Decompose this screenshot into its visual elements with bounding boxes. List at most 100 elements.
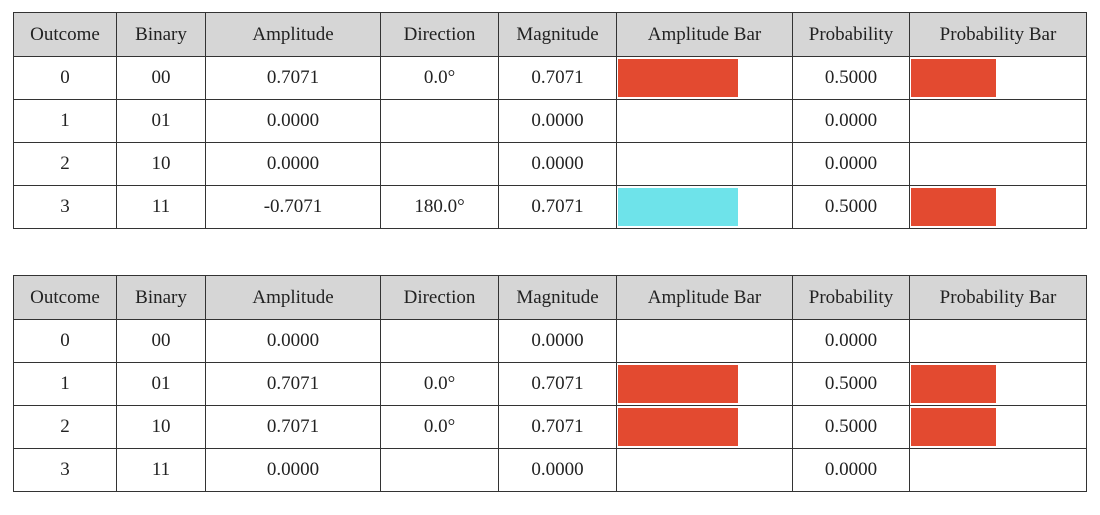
- col-header-direction: Direction: [380, 12, 499, 57]
- direction-cell: 0.0°: [380, 405, 499, 449]
- amplitude-cell: 0.7071: [205, 362, 381, 406]
- probability-bar: [911, 365, 996, 403]
- col-header-magnitude: Magnitude: [498, 275, 617, 320]
- probability-cell: 0.5000: [792, 185, 910, 229]
- amplitude-cell: 0.0000: [205, 142, 381, 186]
- binary-cell: 11: [116, 448, 206, 492]
- header-row: Outcome Binary Amplitude Direction Magni…: [13, 12, 1087, 57]
- probability-bar: [911, 408, 996, 446]
- probability-cell: 0.5000: [792, 362, 910, 406]
- probability-bar-cell: [909, 448, 1087, 492]
- binary-cell: 10: [116, 142, 206, 186]
- header-row: Outcome Binary Amplitude Direction Magni…: [13, 275, 1087, 320]
- table-row: 3 11 0.0000 0.0000 0.0000: [13, 448, 1087, 492]
- amplitude-cell: 0.0000: [205, 319, 381, 363]
- magnitude-cell: 0.0000: [498, 142, 617, 186]
- amplitude-bar-cell: [616, 448, 793, 492]
- magnitude-cell: 0.7071: [498, 362, 617, 406]
- probability-bar-cell: [909, 405, 1087, 449]
- table-row: 1 01 0.7071 0.0° 0.7071 0.5000: [13, 362, 1087, 406]
- col-header-probability-bar: Probability Bar: [909, 275, 1087, 320]
- amplitude-bar: [618, 188, 738, 226]
- col-header-outcome: Outcome: [13, 275, 117, 320]
- amplitude-bar-cell: [616, 185, 793, 229]
- amplitude-bar-cell: [616, 319, 793, 363]
- direction-cell: 0.0°: [380, 56, 499, 100]
- col-header-probability-bar: Probability Bar: [909, 12, 1087, 57]
- binary-cell: 00: [116, 56, 206, 100]
- probability-bar-cell: [909, 142, 1087, 186]
- binary-cell: 01: [116, 362, 206, 406]
- table-row: 3 11 -0.7071 180.0° 0.7071 0.5000: [13, 185, 1087, 229]
- magnitude-cell: 0.7071: [498, 185, 617, 229]
- binary-cell: 11: [116, 185, 206, 229]
- col-header-probability: Probability: [792, 12, 910, 57]
- amplitude-bar: [618, 59, 738, 97]
- probability-bar-cell: [909, 185, 1087, 229]
- direction-cell: [380, 448, 499, 492]
- outcome-cell: 3: [13, 448, 117, 492]
- col-header-amplitude: Amplitude: [205, 275, 381, 320]
- amplitude-cell: 0.7071: [205, 405, 381, 449]
- amplitude-cell: 0.7071: [205, 56, 381, 100]
- binary-cell: 10: [116, 405, 206, 449]
- probability-cell: 0.0000: [792, 448, 910, 492]
- direction-cell: 180.0°: [380, 185, 499, 229]
- amplitude-bar-cell: [616, 56, 793, 100]
- probability-bar: [911, 59, 996, 97]
- binary-cell: 01: [116, 99, 206, 143]
- probability-bar-cell: [909, 319, 1087, 363]
- amplitude-bar-cell: [616, 405, 793, 449]
- probability-bar-cell: [909, 99, 1087, 143]
- probability-cell: 0.5000: [792, 56, 910, 100]
- amplitude-cell: 0.0000: [205, 448, 381, 492]
- probability-bar-cell: [909, 56, 1087, 100]
- state-table-2: Outcome Binary Amplitude Direction Magni…: [13, 275, 1087, 492]
- binary-cell: 00: [116, 319, 206, 363]
- state-table-1: Outcome Binary Amplitude Direction Magni…: [13, 12, 1087, 229]
- outcome-cell: 3: [13, 185, 117, 229]
- amplitude-bar-cell: [616, 99, 793, 143]
- amplitude-bar-cell: [616, 142, 793, 186]
- probability-cell: 0.0000: [792, 99, 910, 143]
- probability-cell: 0.0000: [792, 142, 910, 186]
- table-row: 1 01 0.0000 0.0000 0.0000: [13, 99, 1087, 143]
- col-header-amplitude: Amplitude: [205, 12, 381, 57]
- magnitude-cell: 0.0000: [498, 319, 617, 363]
- amplitude-bar: [618, 365, 738, 403]
- col-header-amplitude-bar: Amplitude Bar: [616, 12, 793, 57]
- outcome-cell: 2: [13, 405, 117, 449]
- magnitude-cell: 0.0000: [498, 448, 617, 492]
- outcome-cell: 0: [13, 319, 117, 363]
- direction-cell: [380, 99, 499, 143]
- direction-cell: 0.0°: [380, 362, 499, 406]
- col-header-binary: Binary: [116, 275, 206, 320]
- outcome-cell: 2: [13, 142, 117, 186]
- outcome-cell: 1: [13, 99, 117, 143]
- table-row: 2 10 0.0000 0.0000 0.0000: [13, 142, 1087, 186]
- direction-cell: [380, 319, 499, 363]
- amplitude-cell: -0.7071: [205, 185, 381, 229]
- probability-cell: 0.5000: [792, 405, 910, 449]
- col-header-magnitude: Magnitude: [498, 12, 617, 57]
- col-header-outcome: Outcome: [13, 12, 117, 57]
- col-header-probability: Probability: [792, 275, 910, 320]
- table-row: 2 10 0.7071 0.0° 0.7071 0.5000: [13, 405, 1087, 449]
- amplitude-bar-cell: [616, 362, 793, 406]
- probability-bar: [911, 188, 996, 226]
- col-header-amplitude-bar: Amplitude Bar: [616, 275, 793, 320]
- outcome-cell: 1: [13, 362, 117, 406]
- magnitude-cell: 0.7071: [498, 56, 617, 100]
- col-header-direction: Direction: [380, 275, 499, 320]
- probability-cell: 0.0000: [792, 319, 910, 363]
- magnitude-cell: 0.7071: [498, 405, 617, 449]
- probability-bar-cell: [909, 362, 1087, 406]
- amplitude-bar: [618, 408, 738, 446]
- magnitude-cell: 0.0000: [498, 99, 617, 143]
- col-header-binary: Binary: [116, 12, 206, 57]
- amplitude-cell: 0.0000: [205, 99, 381, 143]
- direction-cell: [380, 142, 499, 186]
- outcome-cell: 0: [13, 56, 117, 100]
- table-row: 0 00 0.7071 0.0° 0.7071 0.5000: [13, 56, 1087, 100]
- table-row: 0 00 0.0000 0.0000 0.0000: [13, 319, 1087, 363]
